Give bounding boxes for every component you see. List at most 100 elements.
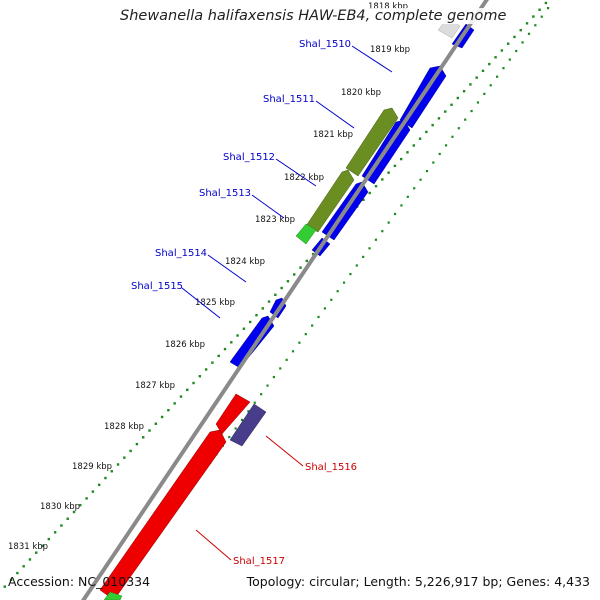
gene-leader-line bbox=[265, 435, 304, 467]
track-dot bbox=[513, 35, 516, 39]
gene-label[interactable]: Shal_1510 bbox=[299, 39, 351, 50]
track-dot bbox=[142, 436, 145, 439]
track-dot bbox=[3, 585, 6, 588]
track-dot bbox=[462, 90, 466, 93]
track-dot bbox=[47, 537, 51, 541]
track-dot bbox=[60, 524, 63, 527]
track-dot bbox=[240, 418, 244, 422]
track-dot bbox=[330, 298, 333, 301]
track-dot bbox=[413, 187, 416, 190]
track-dot bbox=[488, 62, 491, 66]
gene-feature-olive[interactable] bbox=[305, 169, 355, 233]
track-dot bbox=[437, 117, 441, 120]
track-dot bbox=[431, 123, 434, 127]
track-dot bbox=[336, 290, 339, 293]
track-dot bbox=[217, 354, 220, 358]
track-dot bbox=[406, 195, 409, 198]
gene-label[interactable]: Shal_1511 bbox=[263, 94, 315, 105]
gene-label[interactable]: Shal_1516 bbox=[305, 462, 357, 473]
track-dot bbox=[192, 381, 195, 385]
track-dot bbox=[173, 402, 176, 405]
gene-feature-green[interactable] bbox=[103, 591, 123, 600]
track-dot bbox=[544, 1, 548, 5]
track-dot bbox=[154, 422, 157, 425]
gene-label[interactable]: Shal_1514 bbox=[155, 248, 207, 259]
track-dot bbox=[53, 531, 57, 534]
gene-label[interactable]: Shal_1517 bbox=[233, 556, 285, 567]
track-dot bbox=[9, 578, 13, 582]
gene-feature-purple[interactable] bbox=[229, 403, 267, 447]
track-dot bbox=[41, 544, 44, 548]
genome-summary-text: Topology: circular; Length: 5,226,917 bp… bbox=[246, 574, 590, 589]
track-dot bbox=[248, 320, 252, 324]
track-dot bbox=[230, 341, 233, 344]
track-dot bbox=[381, 178, 384, 181]
genome-backbone bbox=[81, 0, 489, 600]
track-dot bbox=[311, 324, 314, 327]
track-dot bbox=[457, 127, 460, 130]
track-dot bbox=[279, 367, 282, 370]
position-label: 1819 kbp bbox=[370, 45, 410, 55]
gene-label[interactable]: Shal_1512 bbox=[223, 152, 275, 163]
track-dot bbox=[323, 307, 327, 310]
track-dot bbox=[97, 483, 101, 487]
track-dot bbox=[481, 69, 485, 73]
gene-leader-line bbox=[207, 254, 247, 283]
track-dot bbox=[349, 272, 352, 276]
position-label: 1825 kbp bbox=[195, 298, 235, 308]
track-dot bbox=[355, 264, 358, 267]
track-dot bbox=[267, 300, 271, 303]
track-dot bbox=[521, 41, 524, 44]
track-dot bbox=[116, 463, 120, 466]
position-label: 1823 kbp bbox=[255, 215, 295, 225]
track-dot bbox=[368, 191, 371, 195]
track-dot bbox=[79, 503, 82, 507]
gene-feature-red[interactable] bbox=[215, 393, 251, 435]
track-dot bbox=[534, 24, 537, 27]
track-dot bbox=[228, 435, 231, 439]
track-dot bbox=[438, 152, 441, 156]
track-dot bbox=[532, 15, 535, 18]
track-dot bbox=[393, 212, 397, 216]
track-dot bbox=[374, 185, 378, 188]
track-dot bbox=[247, 410, 250, 413]
track-dot bbox=[135, 442, 139, 446]
track-dot bbox=[387, 221, 390, 224]
track-dot bbox=[236, 334, 239, 337]
track-dot bbox=[362, 198, 365, 201]
track-dot bbox=[451, 135, 454, 138]
track-dot bbox=[519, 28, 522, 32]
track-dot bbox=[425, 170, 429, 173]
track-dot bbox=[483, 92, 486, 95]
gene-leader-line bbox=[351, 45, 393, 73]
track-dot bbox=[104, 476, 107, 480]
gene-feature-olive[interactable] bbox=[345, 107, 399, 177]
track-dot bbox=[255, 313, 258, 317]
track-dot bbox=[298, 341, 301, 344]
track-dot bbox=[285, 358, 288, 361]
track-dot bbox=[475, 76, 478, 79]
track-dot bbox=[186, 388, 189, 392]
track-dot bbox=[527, 32, 531, 35]
gene-labels: Shal_1510 Shal_1511 Shal_1512 Shal_1513 Shal… bbox=[131, 39, 393, 567]
position-label: 1829 kbp bbox=[72, 462, 112, 472]
track-dot bbox=[374, 238, 378, 241]
track-dot bbox=[28, 558, 32, 561]
track-dot bbox=[317, 315, 320, 319]
track-dot bbox=[444, 110, 447, 113]
gene-label[interactable]: Shal_1515 bbox=[131, 281, 183, 292]
track-dot bbox=[261, 307, 264, 310]
track-dot bbox=[525, 22, 529, 25]
position-label: 1830 kbp bbox=[40, 502, 80, 512]
track-dot bbox=[167, 408, 170, 412]
track-dot bbox=[234, 427, 237, 430]
track-dot bbox=[274, 293, 277, 297]
track-dot bbox=[260, 393, 263, 396]
gene-label[interactable]: Shal_1513 bbox=[199, 188, 251, 199]
track-dot bbox=[444, 144, 448, 147]
gene-feature-green[interactable] bbox=[295, 223, 317, 245]
track-dot bbox=[291, 350, 295, 353]
track-dot bbox=[342, 281, 346, 284]
track-dot bbox=[469, 83, 472, 86]
track-dot bbox=[223, 347, 227, 351]
